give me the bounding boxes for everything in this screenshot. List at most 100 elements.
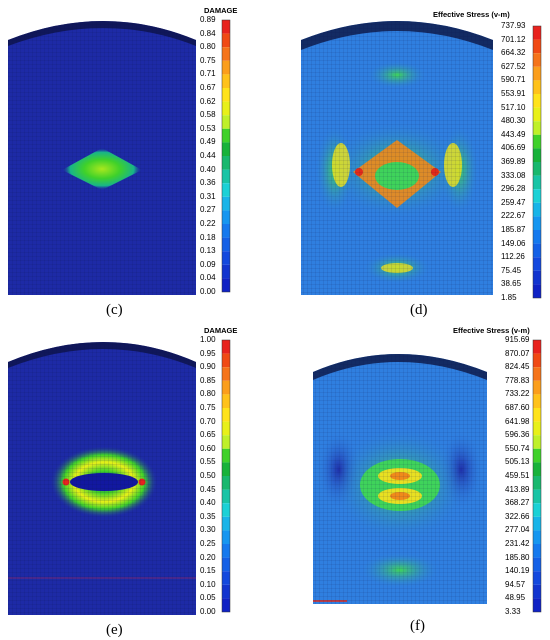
caption-f: (f) bbox=[410, 618, 425, 634]
colorbar-segment bbox=[533, 148, 541, 162]
legend-tick-label: 0.00 bbox=[200, 287, 216, 296]
legend-tick-label: 0.70 bbox=[200, 416, 216, 426]
legend-tick-label: 185.87 bbox=[501, 225, 526, 234]
legend-tick-label: 0.25 bbox=[200, 539, 216, 548]
legend-tick-label: 701.12 bbox=[501, 34, 526, 44]
legend-tick-label: 550.74 bbox=[505, 443, 530, 453]
legend-tick-label: 0.27 bbox=[200, 205, 216, 215]
legend-tick-label: 0.15 bbox=[200, 566, 216, 576]
legend-tick-label: 0.05 bbox=[200, 593, 216, 603]
colorbar-frame bbox=[221, 19, 231, 293]
legend-tick-label: 0.35 bbox=[200, 511, 216, 521]
legend-tick-label: 149.06 bbox=[501, 238, 526, 248]
colorbar-segment bbox=[533, 408, 541, 422]
legend-tick-label: 112.26 bbox=[501, 252, 525, 262]
colorbar-segment bbox=[222, 448, 230, 463]
legend-tick-label: 222.67 bbox=[501, 211, 526, 221]
colorbar-segment bbox=[533, 584, 541, 599]
legend-tick-label: 0.65 bbox=[200, 430, 216, 440]
colorbar-segment bbox=[533, 476, 541, 490]
colorbar-segment bbox=[222, 47, 230, 61]
colorbar-segment bbox=[222, 264, 230, 279]
colorbar-segment bbox=[533, 571, 541, 585]
vessel-d bbox=[301, 21, 493, 295]
colorbar-segment bbox=[222, 557, 230, 572]
colorbar-segment bbox=[222, 394, 230, 408]
colorbar-segment bbox=[533, 80, 541, 94]
colorbar-segment bbox=[533, 216, 541, 230]
legend-tick-label: 596.36 bbox=[505, 430, 530, 440]
colorbar-segment bbox=[222, 476, 230, 490]
legend-tick-label: 333.08 bbox=[501, 170, 526, 180]
colorbar-segment bbox=[533, 53, 541, 67]
legend-tick-label: 0.18 bbox=[200, 232, 216, 242]
legend-tick-label: 0.10 bbox=[200, 579, 216, 589]
legend-title-f: Effective Stress (v-m) bbox=[453, 326, 530, 335]
legend-tick-label: 687.60 bbox=[505, 403, 530, 412]
colorbar-segment bbox=[222, 516, 230, 531]
legend-tick-label: 38.65 bbox=[501, 279, 522, 289]
legend-tick-label: 480.30 bbox=[501, 116, 526, 126]
legend-tick-label: 322.66 bbox=[505, 511, 530, 521]
colorbar-frame bbox=[532, 25, 542, 299]
legend-tick-label: 0.75 bbox=[200, 55, 216, 65]
legend-tick-label: 1.00 bbox=[200, 335, 216, 344]
legend-tick-label: 0.31 bbox=[200, 191, 216, 201]
colorbar-segment bbox=[533, 503, 541, 517]
legend-tick-label: 185.80 bbox=[505, 552, 530, 562]
colorbar-segment bbox=[533, 162, 541, 176]
legend-tick-label: 0.85 bbox=[200, 375, 216, 385]
legend-tick-label: 277.04 bbox=[505, 525, 530, 535]
legend-tick-label: 824.45 bbox=[505, 362, 530, 372]
colorbar-segment bbox=[533, 448, 541, 463]
legend-tick-label: 0.71 bbox=[200, 69, 216, 79]
legend-tick-label: 0.30 bbox=[200, 525, 216, 535]
colorbar-frame bbox=[221, 339, 231, 613]
colorbar-segment bbox=[533, 489, 541, 504]
colorbar-segment bbox=[533, 121, 541, 135]
legend-tick-label: 406.69 bbox=[501, 143, 526, 153]
colorbar-segment bbox=[533, 435, 541, 449]
legend-tick-label: 870.07 bbox=[505, 348, 530, 358]
legend-tick-label: 75.45 bbox=[501, 265, 522, 275]
legend-tick-label: 664.32 bbox=[501, 48, 526, 58]
legend-title-c: DAMAGE bbox=[204, 6, 238, 15]
legend-tick-label: 641.98 bbox=[505, 416, 530, 426]
colorbar-segment bbox=[533, 462, 541, 476]
colorbar-segment bbox=[222, 544, 230, 558]
legend-tick-label: 443.49 bbox=[501, 129, 526, 139]
colorbar-segment bbox=[533, 257, 541, 271]
colorbar-segment bbox=[222, 598, 230, 612]
legend-tick-label: 1.85 bbox=[501, 293, 517, 302]
colorbar-segment bbox=[533, 134, 541, 149]
legend-tick-label: 0.89 bbox=[200, 15, 216, 24]
colorbar-segment bbox=[533, 175, 541, 190]
legend-tick-label: 48.95 bbox=[505, 593, 526, 603]
colorbar-segment bbox=[533, 39, 541, 54]
colorbar-segment bbox=[222, 421, 230, 436]
legend-tick-label: 733.22 bbox=[505, 389, 530, 399]
legend-tick-label: 0.67 bbox=[200, 83, 216, 92]
legend-tick-label: 0.90 bbox=[200, 362, 216, 372]
colorbar-segment bbox=[222, 584, 230, 599]
legend-tick-label: 737.93 bbox=[501, 21, 526, 30]
legend-tick-label: 3.33 bbox=[505, 607, 521, 616]
legend-tick-label: 413.89 bbox=[505, 484, 530, 494]
colorbar-segment bbox=[222, 353, 230, 368]
colorbar-segment bbox=[222, 74, 230, 88]
colorbar-segment bbox=[222, 101, 230, 116]
colorbar-segment bbox=[222, 462, 230, 476]
colorbar-segment bbox=[533, 230, 541, 244]
legend-tick-label: 0.20 bbox=[200, 552, 216, 562]
legend-tick-label: 94.57 bbox=[505, 579, 526, 589]
colorbar-segment bbox=[222, 142, 230, 156]
legend-tick-label: 778.83 bbox=[505, 375, 530, 385]
colorbar-segment bbox=[222, 251, 230, 265]
colorbar-segment bbox=[533, 530, 541, 544]
legend-tick-label: 627.52 bbox=[501, 61, 526, 71]
colorbar-segment bbox=[533, 66, 541, 81]
colorbar-segment bbox=[533, 270, 541, 285]
colorbar-segment bbox=[222, 210, 230, 224]
colorbar-segment bbox=[222, 367, 230, 381]
legend-tick-label: 590.71 bbox=[501, 75, 526, 85]
